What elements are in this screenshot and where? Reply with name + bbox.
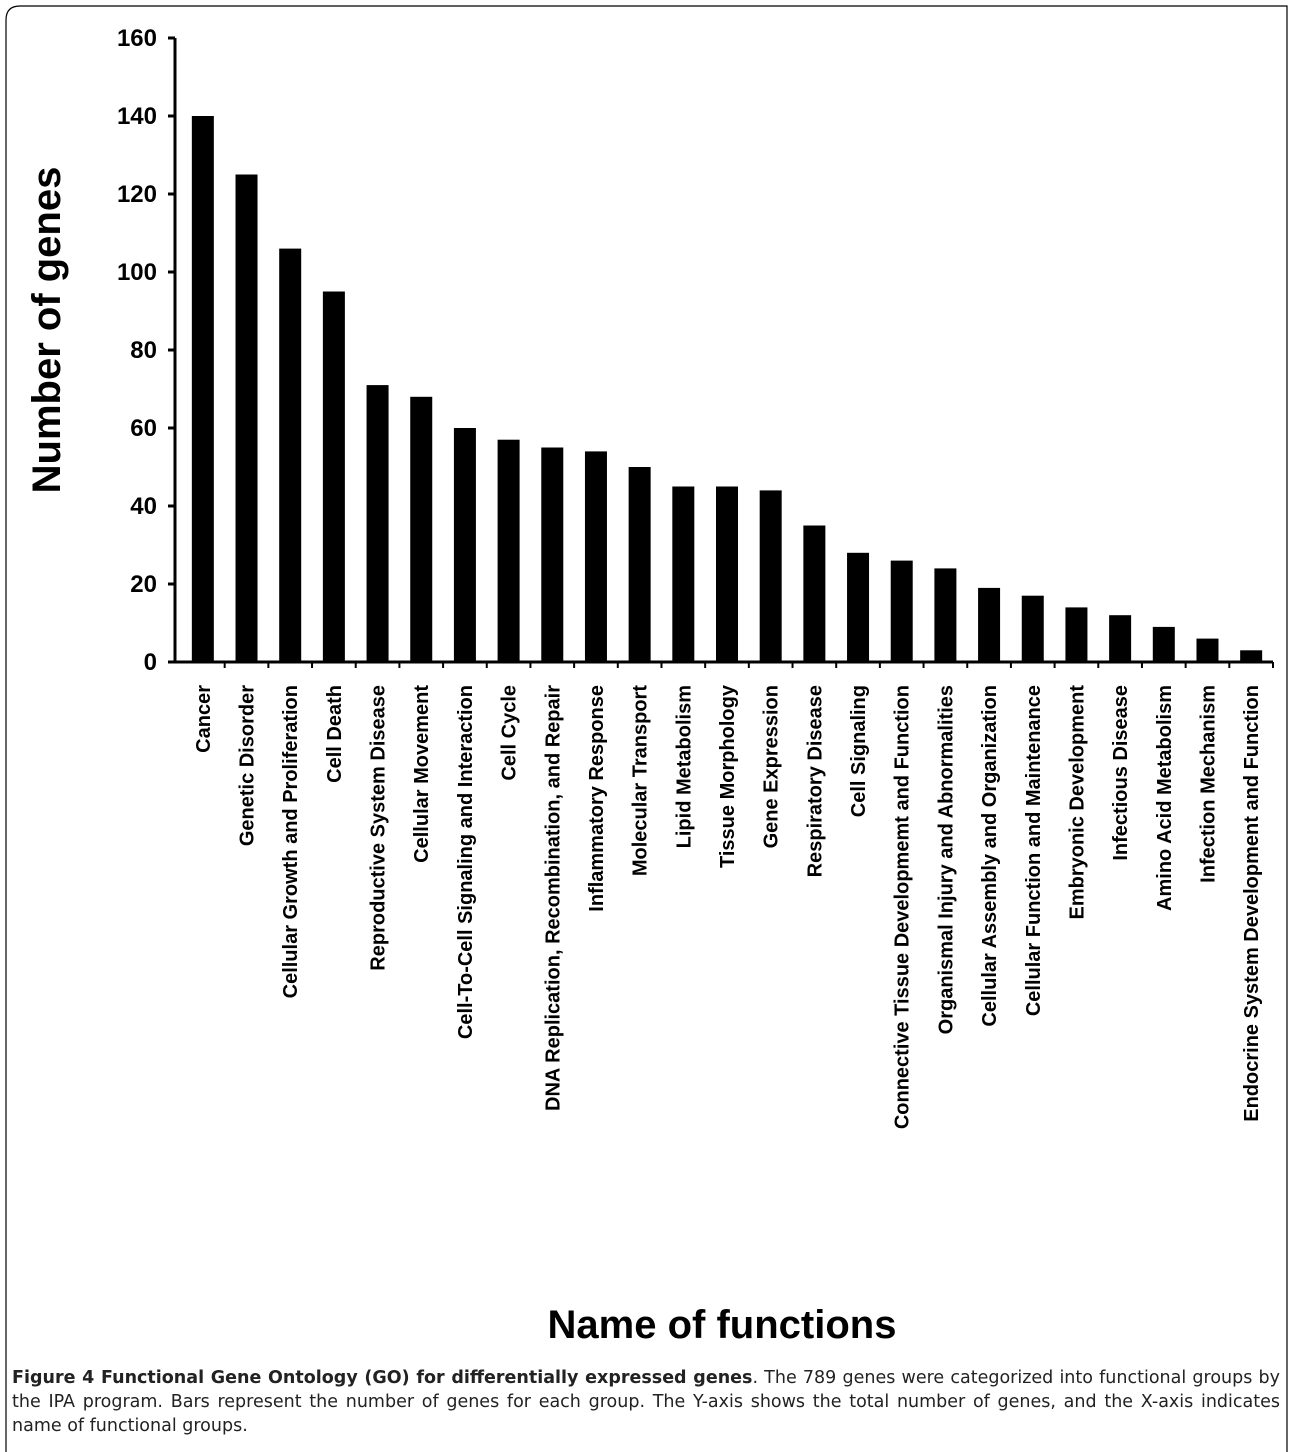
y-tick-label: 120 [117, 181, 157, 208]
y-tick-label: 80 [130, 337, 157, 364]
x-tick-label: Embryonic Development [1066, 685, 1088, 920]
x-tick-label: Cell Signaling [848, 685, 870, 817]
bar [584, 451, 607, 662]
x-tick-label: Cell Cycle [499, 685, 521, 781]
y-axis-title: Number of genes [25, 167, 69, 494]
bar [453, 428, 476, 662]
bar [759, 490, 782, 662]
x-tick-label: Organismal Injury and Abnormalities [935, 685, 957, 1034]
y-tick-label: 40 [130, 493, 157, 520]
bar [890, 560, 913, 662]
y-tick-label: 100 [117, 259, 157, 286]
x-tick-label: Gene Expression [761, 685, 783, 848]
x-tick-label: Endocrine System Development and Functio… [1241, 685, 1263, 1122]
bar [191, 116, 214, 662]
x-tick-label: Amino Acid Metabolism [1154, 685, 1176, 911]
bar [1021, 595, 1044, 662]
x-tick-label: Respiratory Disease [804, 685, 826, 877]
x-tick-label: Infection Mechanism [1197, 685, 1219, 883]
figure-frame [5, 5, 1288, 1452]
bar [322, 291, 345, 662]
x-tick-label: Lipid Metabolism [673, 685, 695, 848]
y-tick-label: 160 [117, 25, 157, 52]
x-tick-label: Connective Tissue Developmemt and Functi… [892, 685, 914, 1129]
x-tick-label: Infectious Disease [1110, 685, 1132, 861]
x-tick-label: Molecular Transport [630, 685, 652, 876]
caption-label: Figure 4 Functional Gene Ontology (GO) f… [12, 1368, 753, 1388]
bar [235, 174, 258, 662]
x-tick-label: Cell-To-Cell Signaling and Interaction [455, 685, 477, 1039]
bar [716, 486, 738, 662]
x-tick-label: Cellular Assembly and Organization [979, 685, 1001, 1027]
y-tick-label: 140 [117, 103, 157, 130]
bar [803, 525, 826, 662]
bar [410, 396, 433, 662]
y-tick-label: 0 [144, 649, 157, 676]
bar [1065, 607, 1088, 662]
x-tick-label: Cell Death [324, 685, 346, 783]
bar [279, 248, 302, 662]
x-tick-label: Inflammatory Response [586, 685, 608, 912]
x-tick-label: DNA Replication, Recombination, and Repa… [542, 685, 564, 1111]
x-tick-label: Reproductive System Disease [368, 685, 390, 971]
x-tick-label: Tissue Morphology [717, 684, 739, 868]
caption-text: . The 789 genes were categorized into fu… [12, 1368, 1280, 1436]
y-tick-label: 20 [130, 571, 157, 598]
bar [1196, 638, 1219, 662]
bar [672, 486, 695, 662]
bar [1240, 650, 1263, 662]
bar [1109, 615, 1132, 662]
x-axis-title: Name of functions [548, 1303, 897, 1347]
bar [541, 447, 564, 662]
bar [934, 568, 957, 662]
bar [628, 467, 651, 662]
x-tick-label: Cellular Movement [411, 685, 433, 863]
bar [366, 385, 389, 662]
x-tick-label: Cancer [193, 685, 215, 753]
x-tick-label: Cellular Function and Maintenance [1023, 685, 1045, 1016]
bar [978, 587, 1001, 662]
caption: Figure 4 Functional Gene Ontology (GO) f… [12, 1366, 1280, 1438]
x-tick-label: Cellular Growth and Proliferation [280, 685, 302, 998]
bar [847, 552, 870, 662]
bar [497, 439, 520, 662]
bar [1152, 626, 1175, 662]
y-tick-label: 60 [130, 415, 157, 442]
x-tick-label: Genetic Disorder [237, 685, 259, 846]
